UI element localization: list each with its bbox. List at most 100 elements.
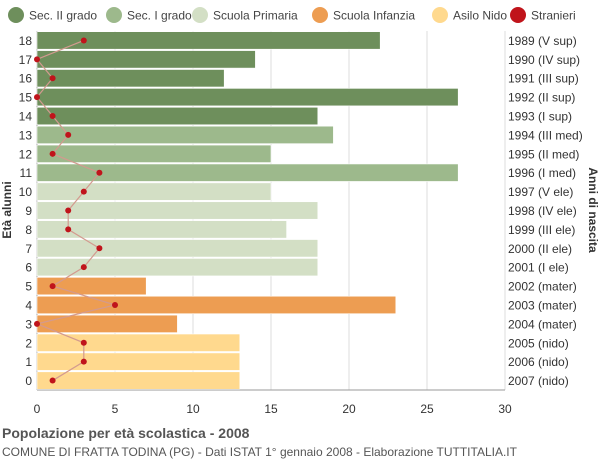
y-tick-label-year: 1992 (II sup) <box>508 91 575 105</box>
legend-item: Sec. II grado <box>8 7 97 23</box>
stranieri-point <box>34 320 40 327</box>
stranieri-point <box>80 37 87 44</box>
y-tick-label-year: 2002 (mater) <box>508 280 577 294</box>
y-tick-label-age: 17 <box>19 53 33 67</box>
y-tick-label-year: 2007 (nido) <box>508 374 569 388</box>
y-tick-label-year: 2005 (nido) <box>508 336 569 350</box>
stranieri-point <box>65 226 72 233</box>
stranieri-point <box>34 56 40 63</box>
y-axis-label-left: Età alunni <box>0 181 14 238</box>
y-tick-label-year: 1995 (II med) <box>508 147 579 161</box>
y-tick-label-age: 5 <box>25 280 32 294</box>
stranieri-point <box>80 358 87 365</box>
stranieri-series <box>34 37 118 384</box>
legend-marker <box>432 7 448 23</box>
chart-title: Popolazione per età scolastica - 2008 <box>2 425 250 441</box>
y-tick-label-year: 1993 (I sup) <box>508 110 572 124</box>
x-tick-label: 0 <box>34 402 41 416</box>
bar <box>36 125 334 144</box>
legend: Sec. II grado Sec. I grado Scuola Primaria… <box>8 7 576 23</box>
bar <box>36 352 241 371</box>
y-tick-label-year: 1990 (IV sup) <box>508 53 580 67</box>
bar <box>36 144 272 163</box>
bar <box>36 371 241 390</box>
bar <box>36 239 319 258</box>
stranieri-point <box>65 207 72 214</box>
legend-label: Scuola Primaria <box>213 9 298 23</box>
legend-label: Sec. I grado <box>127 9 192 23</box>
stranieri-point <box>65 131 72 138</box>
legend-label: Sec. II grado <box>29 9 97 23</box>
y-tick-label-year: 2000 (II ele) <box>508 242 572 256</box>
y-tick-label-age: 13 <box>19 128 33 142</box>
x-tick-label: 25 <box>420 402 434 416</box>
legend-marker <box>8 7 24 23</box>
y-tick-label-age: 6 <box>25 261 32 275</box>
x-tick-label: 20 <box>342 402 356 416</box>
legend-marker <box>312 7 328 23</box>
bar <box>36 69 225 88</box>
bar <box>36 106 319 126</box>
x-tick-label: 30 <box>498 402 512 416</box>
legend-label: Asilo Nido <box>453 9 507 23</box>
y-tick-label-year: 1994 (III med) <box>508 128 583 142</box>
y-tick-label-year: 1997 (V ele) <box>508 185 573 199</box>
x-tick-label: 15 <box>264 402 278 416</box>
stranieri-point <box>49 150 56 157</box>
y-tick-label-year: 1998 (IV ele) <box>508 204 577 218</box>
stranieri-point <box>49 75 56 82</box>
legend-label: Stranieri <box>531 9 576 23</box>
y-tick-label-year: 1989 (V sup) <box>508 34 577 48</box>
stranieri-point <box>34 94 40 101</box>
bar <box>36 295 397 315</box>
chart: Sec. II grado Sec. I grado Scuola Primaria… <box>0 7 600 416</box>
legend-item: Sec. I grado <box>106 7 192 23</box>
stranieri-point <box>49 377 56 384</box>
y-tick-label-age: 7 <box>25 242 32 256</box>
y-tick-label-age: 3 <box>25 317 32 331</box>
legend-label: Scuola Infanzia <box>333 9 415 23</box>
y-tick-label-year: 2006 (nido) <box>508 355 569 369</box>
stranieri-point <box>96 245 103 252</box>
bar <box>36 163 459 182</box>
stranieri-point <box>49 113 56 120</box>
legend-marker <box>510 7 526 23</box>
y-tick-label-age: 15 <box>19 91 33 105</box>
bar <box>36 31 381 50</box>
y-tick-label-age: 0 <box>25 374 32 388</box>
y-tick-label-year: 2003 (mater) <box>508 298 577 312</box>
chart-subtitle: COMUNE DI FRATTA TODINA (PG) - Dati ISTA… <box>2 445 517 459</box>
y-tick-label-year: 1999 (III ele) <box>508 223 575 237</box>
legend-item: Asilo Nido <box>432 7 507 23</box>
y-tick-label-age: 12 <box>19 147 33 161</box>
x-tick-label: 5 <box>112 402 119 416</box>
y-tick-label-age: 2 <box>25 336 32 350</box>
bar <box>36 333 241 352</box>
y-tick-label-year: 1996 (I med) <box>508 166 576 180</box>
legend-marker <box>106 7 122 23</box>
stranieri-point <box>49 283 56 290</box>
bar <box>36 201 319 220</box>
y-tick-label-age: 4 <box>25 298 32 312</box>
legend-marker <box>192 7 208 23</box>
bars <box>36 31 459 390</box>
y-tick-label-age: 9 <box>25 204 32 218</box>
stranieri-point <box>80 188 87 195</box>
bar <box>36 277 147 296</box>
y-tick-label-age: 18 <box>19 34 33 48</box>
stranieri-point <box>96 169 103 176</box>
stranieri-point <box>112 301 118 308</box>
y-tick-label-age: 10 <box>19 185 33 199</box>
x-tick-label: 10 <box>186 402 200 416</box>
legend-item: Scuola Infanzia <box>312 7 415 23</box>
bar <box>36 258 319 277</box>
bar <box>36 50 256 69</box>
y-tick-label-year: 2001 (I ele) <box>508 261 569 275</box>
bar <box>36 88 459 107</box>
legend-item: Stranieri <box>510 7 576 23</box>
y-tick-label-year: 2004 (mater) <box>508 317 577 331</box>
y-tick-label-age: 11 <box>20 166 33 180</box>
y-tick-label-age: 16 <box>19 72 33 86</box>
y-tick-label-age: 14 <box>19 110 33 124</box>
legend-item: Scuola Primaria <box>192 7 298 23</box>
